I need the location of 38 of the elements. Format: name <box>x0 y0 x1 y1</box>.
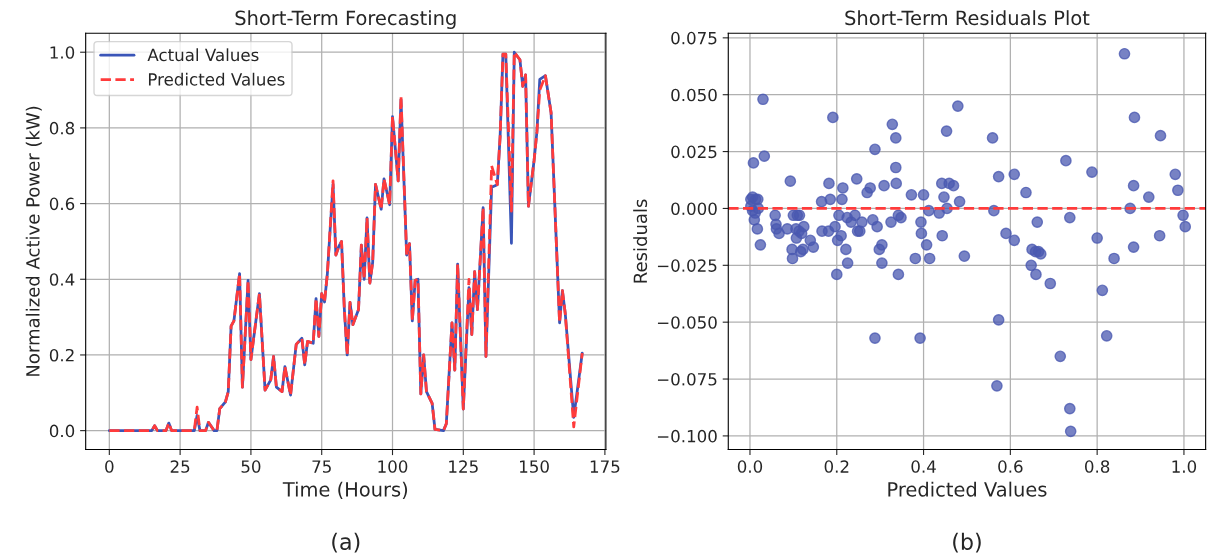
y-tick-label: 0.8 <box>49 121 75 135</box>
x-tick-label: 175 <box>590 460 620 473</box>
text: (a) <box>332 532 360 553</box>
x-tick-label: 50 <box>241 460 261 473</box>
x-axis-title: Predicted Values <box>888 481 1047 497</box>
x-tick-label: 1.0 <box>1172 460 1197 473</box>
text: (b) <box>953 532 981 553</box>
x-axis-title: Time (Hours) <box>282 481 408 499</box>
y-axis-title: Normalized Active Power (kW) <box>25 106 42 376</box>
x-tick-label: 25 <box>170 460 190 473</box>
legend-label: Actual Values <box>147 48 259 62</box>
x-tick-label: 100 <box>378 460 408 473</box>
x-tick-label: 0.6 <box>998 460 1023 473</box>
y-tick-label: −0.075 <box>657 373 717 386</box>
y-tick-label: 0.050 <box>671 88 717 102</box>
x-tick-label: 0.0 <box>737 460 763 473</box>
x-tick-label: 125 <box>449 460 478 473</box>
x-tick-label: 150 <box>520 460 549 473</box>
y-tick-label: −0.025 <box>657 259 717 272</box>
y-tick-label: 0.000 <box>671 202 717 216</box>
y-tick-label: 1.0 <box>50 46 75 59</box>
y-tick-label: 0.075 <box>671 31 717 45</box>
y-tick-label: 0.6 <box>49 197 75 211</box>
x-tick-label: 75 <box>312 460 331 473</box>
y-axis-title: Residuals <box>633 199 648 283</box>
y-tick-label: 0.0 <box>49 424 75 438</box>
y-tick-label: −0.100 <box>657 429 717 443</box>
chart-title: Short-Term Forecasting <box>235 10 456 30</box>
chart-title: Short-Term Residuals Plot <box>845 10 1090 26</box>
y-tick-label: −0.050 <box>657 316 717 329</box>
x-tick-label: 0.8 <box>1085 460 1110 473</box>
y-tick-label: 0.2 <box>49 348 74 362</box>
legend-label: Predicted Values <box>148 72 285 86</box>
x-tick-label: 0.2 <box>824 460 849 473</box>
x-tick-label: 0.4 <box>911 460 936 473</box>
x-tick-label: 0 <box>105 460 114 473</box>
y-tick-label: 0.025 <box>671 145 717 159</box>
y-tick-label: 0.4 <box>49 273 75 286</box>
